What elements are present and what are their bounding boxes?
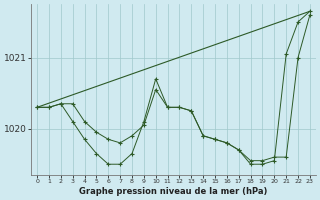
X-axis label: Graphe pression niveau de la mer (hPa): Graphe pression niveau de la mer (hPa) [79,187,268,196]
